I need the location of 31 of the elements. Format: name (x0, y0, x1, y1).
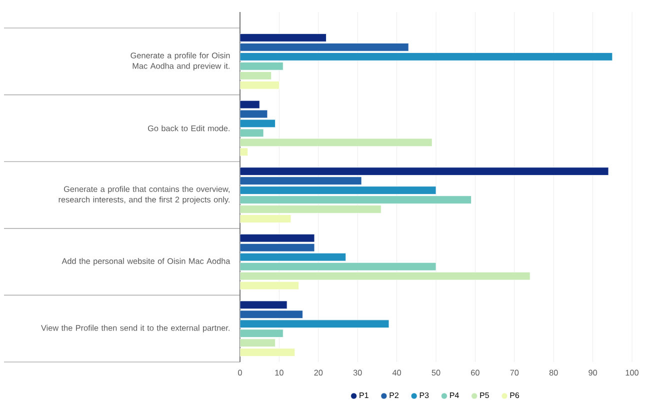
bar (240, 43, 409, 52)
x-tick-label: 70 (510, 370, 519, 376)
x-tick-label: 10 (275, 370, 284, 376)
x-tick-label: 40 (392, 370, 402, 376)
bar (240, 348, 296, 356)
bar (240, 214, 292, 223)
x-tick-label: 50 (432, 370, 440, 376)
bar (240, 338, 276, 347)
x-tick-label: 30 (353, 370, 362, 376)
bar (240, 205, 382, 214)
bar (240, 186, 436, 194)
bar (240, 196, 472, 204)
x-tick-label: 20 (314, 370, 323, 376)
x-tick-label: 100 (626, 370, 638, 376)
bar (240, 167, 609, 176)
y-tick-label: View the Profile then send it to the external partner. (41, 324, 230, 332)
bar (240, 176, 362, 185)
bar (240, 81, 280, 90)
y-tick-label: Generate a profile that contains the overview, research interests, and the first 2 projects only. (58, 186, 230, 204)
x-tick-label: 90 (588, 370, 598, 376)
bar (240, 329, 284, 338)
x-tick-label: 0 (238, 370, 242, 376)
bar (240, 62, 284, 70)
bar (240, 34, 326, 42)
y-tick-label: Generate a profile for Oisin Mac Aodha and preview it. (130, 52, 230, 70)
y-tick-label: Add the personal website of Oisin Mac Aodha (62, 258, 230, 266)
x-tick-label: 60 (471, 370, 480, 376)
x-tick-label: 80 (549, 370, 558, 376)
bar (240, 52, 613, 61)
bar (240, 72, 272, 80)
y-tick-label: Go back to Edit mode. (148, 125, 230, 132)
